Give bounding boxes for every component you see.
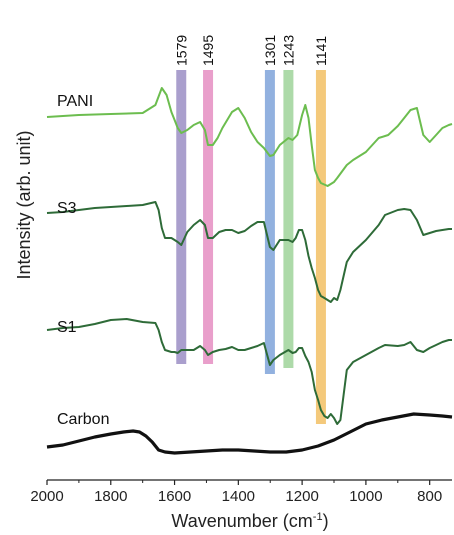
series-line-s1 [46, 318, 452, 425]
band-label-1141: 1141 [313, 36, 329, 66]
x-tick-label-1000: 1000 [349, 488, 382, 505]
band-label-1243: 1243 [280, 35, 296, 66]
x-tick-label-2000: 2000 [30, 488, 63, 505]
x-axis-title-main: Wavenumber (cm [171, 511, 312, 531]
band-labels: 1579 1495 1301 1243 1141 [173, 35, 329, 66]
x-tick-label-800: 800 [417, 488, 442, 505]
x-axis-title-sup: -1 [313, 511, 323, 523]
band-highlights [176, 70, 326, 424]
band-1579 [176, 70, 187, 364]
band-label-1495: 1495 [200, 35, 216, 66]
spectra-lines [46, 87, 453, 455]
x-axis-title: Wavenumber (cm-1) [171, 511, 328, 531]
series-line-s3 [46, 201, 452, 303]
band-1141 [315, 70, 326, 424]
series-label-s1: S1 [57, 319, 77, 336]
series-labels: PANI S3 S1 Carbon [57, 93, 109, 428]
x-tick-label-1200: 1200 [285, 488, 318, 505]
x-axis-title-close: ) [323, 511, 329, 531]
series-label-s3: S3 [57, 200, 77, 217]
series-line-carbon [46, 412, 453, 455]
series-label-pani: PANI [57, 93, 93, 110]
band-1243 [283, 70, 294, 368]
series-label-carbon: Carbon [57, 411, 109, 428]
axes: 2000 1800 1600 1400 1200 1000 800 Wavenumber (c… [14, 130, 452, 531]
x-tick-label-1400: 1400 [222, 488, 255, 505]
band-label-1301: 1301 [262, 35, 278, 66]
band-1301 [264, 70, 275, 374]
x-tick-label-1600: 1600 [158, 488, 191, 505]
y-axis-title: Intensity (arb. unit) [14, 130, 34, 279]
x-tick-label-1800: 1800 [94, 488, 127, 505]
band-label-1579: 1579 [173, 35, 189, 66]
band-1495 [203, 70, 214, 364]
series-line-pani [46, 87, 453, 187]
